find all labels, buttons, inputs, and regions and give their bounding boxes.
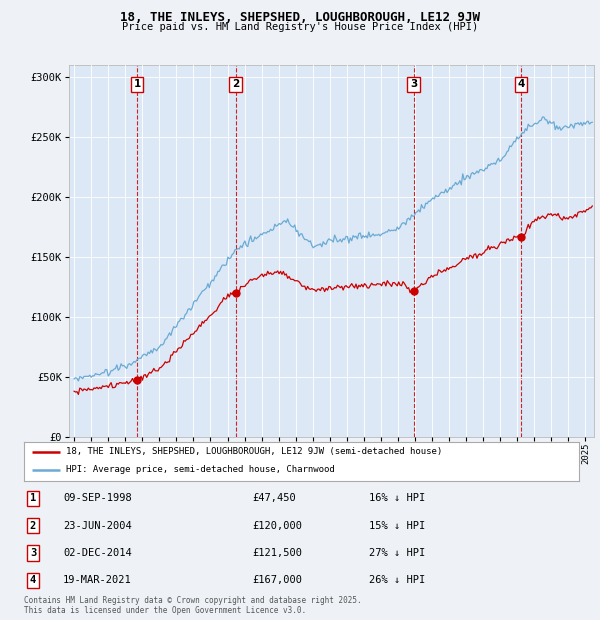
Text: 3: 3 [410, 79, 417, 89]
Text: £121,500: £121,500 [252, 548, 302, 558]
Text: £167,000: £167,000 [252, 575, 302, 585]
Text: 27% ↓ HPI: 27% ↓ HPI [369, 548, 425, 558]
Text: 1: 1 [133, 79, 140, 89]
Text: 02-DEC-2014: 02-DEC-2014 [63, 548, 132, 558]
Text: 18, THE INLEYS, SHEPSHED, LOUGHBOROUGH, LE12 9JW: 18, THE INLEYS, SHEPSHED, LOUGHBOROUGH, … [120, 11, 480, 24]
Text: 2: 2 [232, 79, 239, 89]
Text: 15% ↓ HPI: 15% ↓ HPI [369, 521, 425, 531]
Text: 4: 4 [30, 575, 36, 585]
Text: 4: 4 [517, 79, 525, 89]
Text: 19-MAR-2021: 19-MAR-2021 [63, 575, 132, 585]
Text: 16% ↓ HPI: 16% ↓ HPI [369, 494, 425, 503]
Text: 18, THE INLEYS, SHEPSHED, LOUGHBOROUGH, LE12 9JW (semi-detached house): 18, THE INLEYS, SHEPSHED, LOUGHBOROUGH, … [65, 447, 442, 456]
Text: £47,450: £47,450 [252, 494, 296, 503]
Text: 26% ↓ HPI: 26% ↓ HPI [369, 575, 425, 585]
Text: 09-SEP-1998: 09-SEP-1998 [63, 494, 132, 503]
Text: £120,000: £120,000 [252, 521, 302, 531]
Text: 2: 2 [30, 521, 36, 531]
Text: 1: 1 [30, 494, 36, 503]
Text: 23-JUN-2004: 23-JUN-2004 [63, 521, 132, 531]
Text: Price paid vs. HM Land Registry's House Price Index (HPI): Price paid vs. HM Land Registry's House … [122, 22, 478, 32]
Text: Contains HM Land Registry data © Crown copyright and database right 2025.
This d: Contains HM Land Registry data © Crown c… [24, 596, 362, 615]
Text: 3: 3 [30, 548, 36, 558]
Text: HPI: Average price, semi-detached house, Charnwood: HPI: Average price, semi-detached house,… [65, 465, 334, 474]
